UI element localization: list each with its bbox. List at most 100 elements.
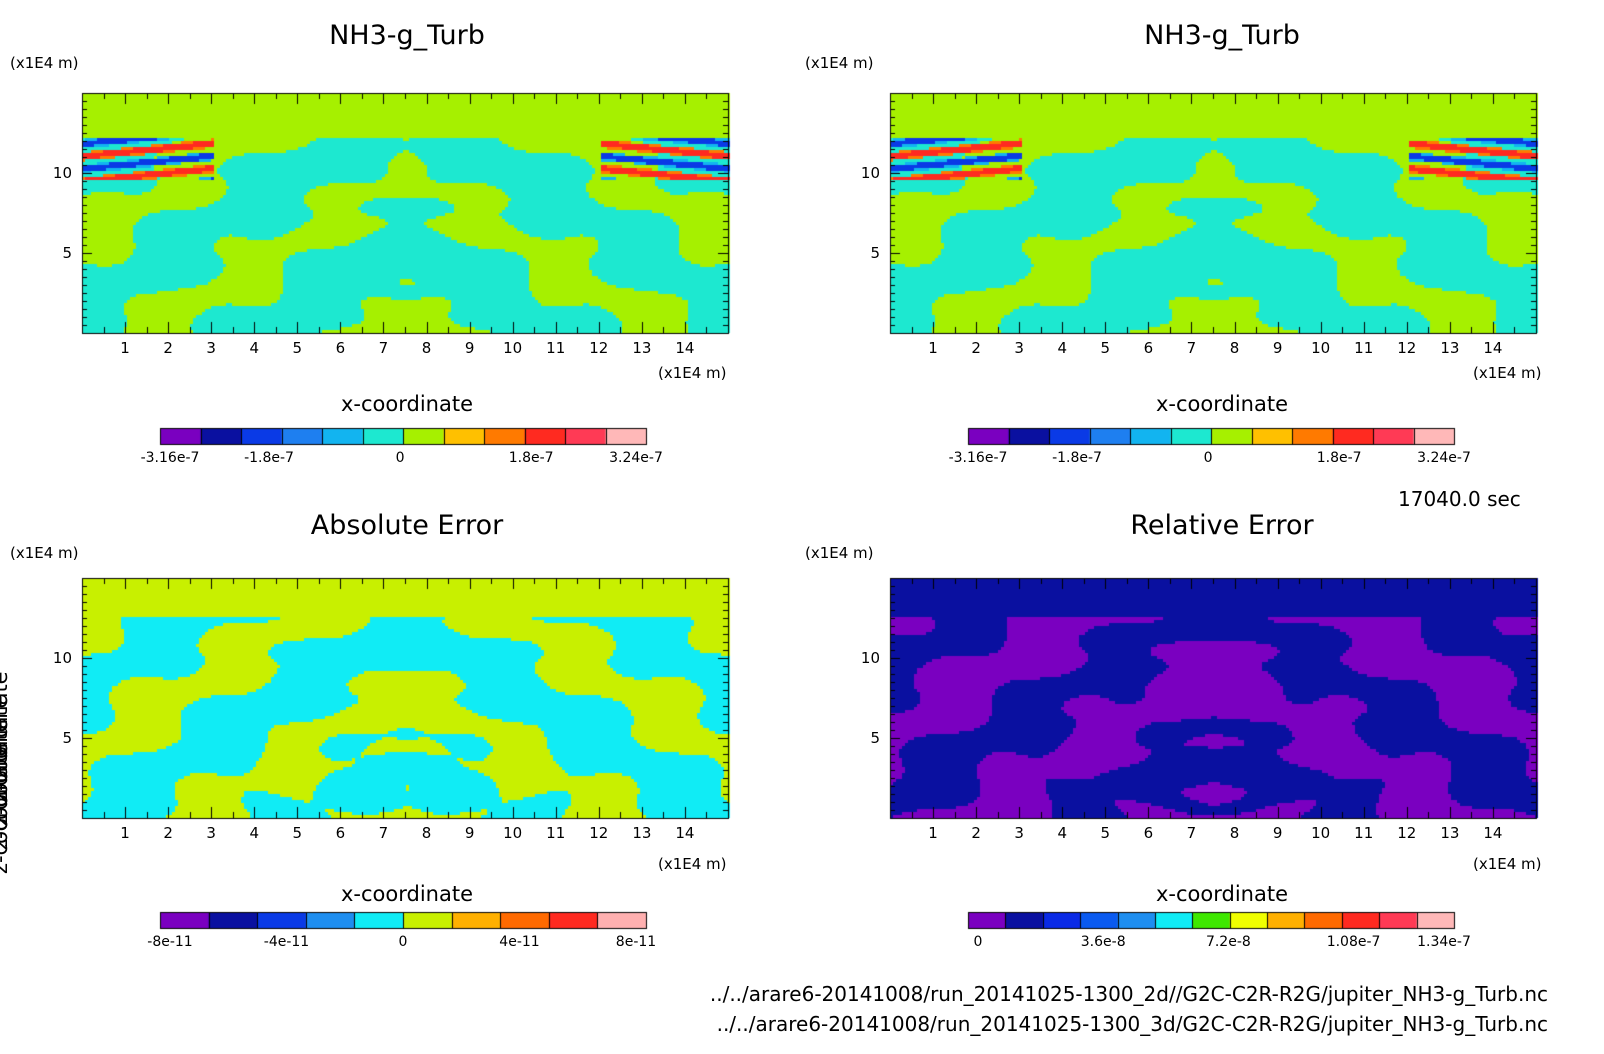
- panel-2-x-tick: 8: [1229, 339, 1240, 357]
- panel-3-title: Absolute Error: [310, 510, 504, 541]
- panel-2-y-tick: 10: [860, 164, 880, 182]
- panel-2-x-tick: 10: [1311, 339, 1331, 357]
- panel-4-x-tick: 10: [1311, 824, 1331, 842]
- panel-3-x-tick: 1: [120, 824, 130, 842]
- panel-3-y-tick: 10: [52, 649, 72, 667]
- panel-1-x-tick: 9: [464, 339, 475, 357]
- panel-1-x-unit: (x1E4 m): [658, 364, 727, 382]
- panel-4-x-tick: 14: [1483, 824, 1503, 842]
- panel-4-x-tick: 9: [1272, 824, 1283, 842]
- panel-1-colorbar-tick: 0: [395, 450, 405, 466]
- panel-4-x-tick: 3: [1014, 824, 1024, 842]
- panel-2-x-tick: 7: [1186, 339, 1197, 357]
- panel-3-x-tick: 2: [163, 824, 173, 842]
- panel-1-x-tick: 6: [335, 339, 346, 357]
- panel-2-x-tick: 3: [1014, 339, 1024, 357]
- panel-3-colorbar-tick: 4e-11: [499, 934, 540, 950]
- panel-1-x-tick: 7: [378, 339, 389, 357]
- panel-1-colorbar-tick: 3.24e-7: [609, 450, 663, 466]
- panel-1-x-tick: 13: [632, 339, 652, 357]
- panel-1-x-tick: 2: [163, 339, 173, 357]
- panel-4-colorbar-tick: 0: [973, 934, 983, 950]
- panel-2-y-tick: 5: [870, 244, 880, 262]
- panel-3-x-tick: 13: [632, 824, 652, 842]
- panel-4-colorbar-tick: 1.34e-7: [1417, 934, 1471, 950]
- panel-1-x-tick: 12: [589, 339, 609, 357]
- panel-2-x-tick: 1: [928, 339, 938, 357]
- panel-1-x-tick: 11: [546, 339, 566, 357]
- panel-2-x-tick: 11: [1354, 339, 1374, 357]
- panel-3-x-tick: 8: [421, 824, 432, 842]
- panel-1-x-tick: 3: [206, 339, 216, 357]
- footer-path-1: ../../arare6-20141008/run_20141025-1300_…: [709, 982, 1548, 1006]
- panel-4-x-tick: 4: [1057, 824, 1068, 842]
- timestamp: 17040.0 sec: [1398, 487, 1521, 511]
- panel-1-x-tick: 1: [120, 339, 130, 357]
- panel-1-colorbar-tick: -1.8e-7: [244, 450, 294, 466]
- panel-4-y-unit: (x1E4 m): [805, 544, 874, 562]
- panel-3-x-tick: 5: [292, 824, 303, 842]
- panel-3-x-tick: 4: [249, 824, 260, 842]
- panel-3-x-tick: 3: [206, 824, 216, 842]
- panel-4-colorbar-tick: 1.08e-7: [1326, 934, 1381, 950]
- panel-4-x-tick: 13: [1440, 824, 1460, 842]
- panel-4-x-tick: 11: [1354, 824, 1374, 842]
- panel-3-x-tick: 11: [546, 824, 566, 842]
- panel-3-x-unit: (x1E4 m): [658, 855, 727, 873]
- panel-2-x-tick: 9: [1272, 339, 1283, 357]
- panel-1-y-unit: (x1E4 m): [10, 54, 79, 72]
- panel-4-title: Relative Error: [1130, 510, 1314, 541]
- panel-2-x-label: x-coordinate: [1155, 392, 1289, 416]
- panel-4-x-tick: 2: [971, 824, 981, 842]
- panel-2-colorbar-tick: 1.8e-7: [1316, 450, 1362, 466]
- panel-1-x-tick: 14: [675, 339, 695, 357]
- panel-3-colorbar-tick: -4e-11: [263, 934, 310, 950]
- panel-3-colorbar-tick: 8e-11: [615, 934, 657, 950]
- panel-3-colorbar-tick: 0: [398, 934, 408, 950]
- panel-3-x-tick: 12: [589, 824, 609, 842]
- panel-3-x-tick: 10: [503, 824, 523, 842]
- panel-2-colorbar-tick: -3.16e-7: [948, 450, 1008, 466]
- panel-1-colorbar-tick: 1.8e-7: [508, 450, 554, 466]
- panel-2-x-unit: (x1E4 m): [1473, 364, 1542, 382]
- panel-4-x-tick: 6: [1143, 824, 1154, 842]
- panel-4-x-tick: 8: [1229, 824, 1240, 842]
- panel-2-x-tick: 4: [1057, 339, 1068, 357]
- panel-2-x-tick: 5: [1100, 339, 1111, 357]
- panel-2-x-tick: 14: [1483, 339, 1503, 357]
- panel-4-x-tick: 1: [928, 824, 938, 842]
- panel-4-colorbar-tick: 7.2e-8: [1205, 934, 1251, 950]
- panel-1-y-tick: 10: [52, 164, 72, 182]
- panel-2-x-tick: 2: [971, 339, 981, 357]
- panel-1-y-tick: 5: [62, 244, 72, 262]
- panel-3-colorbar-tick: -8e-11: [147, 934, 193, 950]
- panel-4-colorbar-tick: 3.6e-8: [1080, 934, 1126, 950]
- panel-3-x-tick: 6: [335, 824, 346, 842]
- panel-2-x-tick: 13: [1440, 339, 1460, 357]
- panel-4-y-label: z-coordinate: [0, 743, 12, 874]
- panel-4-x-tick: 7: [1186, 824, 1197, 842]
- panel-3-x-tick: 14: [675, 824, 695, 842]
- panel-2-colorbar-tick: 0: [1203, 450, 1213, 466]
- panel-1-x-label: x-coordinate: [340, 392, 474, 416]
- panel-2-x-tick: 12: [1397, 339, 1417, 357]
- panel-4-x-label: x-coordinate: [1155, 882, 1289, 906]
- panel-2-y-unit: (x1E4 m): [805, 54, 874, 72]
- panel-2-x-tick: 6: [1143, 339, 1154, 357]
- panel-2-colorbar-tick: -1.8e-7: [1052, 450, 1102, 466]
- panel-1-x-tick: 8: [421, 339, 432, 357]
- panel-3-x-tick: 9: [464, 824, 475, 842]
- panel-1-x-tick: 5: [292, 339, 303, 357]
- panel-4-y-tick: 5: [870, 729, 880, 747]
- panel-4-x-tick: 12: [1397, 824, 1417, 842]
- panel-1-x-tick: 10: [503, 339, 523, 357]
- panel-3-y-unit: (x1E4 m): [10, 544, 79, 562]
- panel-3-x-tick: 7: [378, 824, 389, 842]
- panel-1-title: NH3-g_Turb: [329, 20, 485, 51]
- panel-1-x-tick: 4: [249, 339, 260, 357]
- footer-path-2: ../../arare6-20141008/run_20141025-1300_…: [716, 1012, 1548, 1036]
- panel-1-colorbar-tick: -3.16e-7: [140, 450, 200, 466]
- panel-4-y-tick: 10: [860, 649, 880, 667]
- panel-4-x-unit: (x1E4 m): [1473, 855, 1542, 873]
